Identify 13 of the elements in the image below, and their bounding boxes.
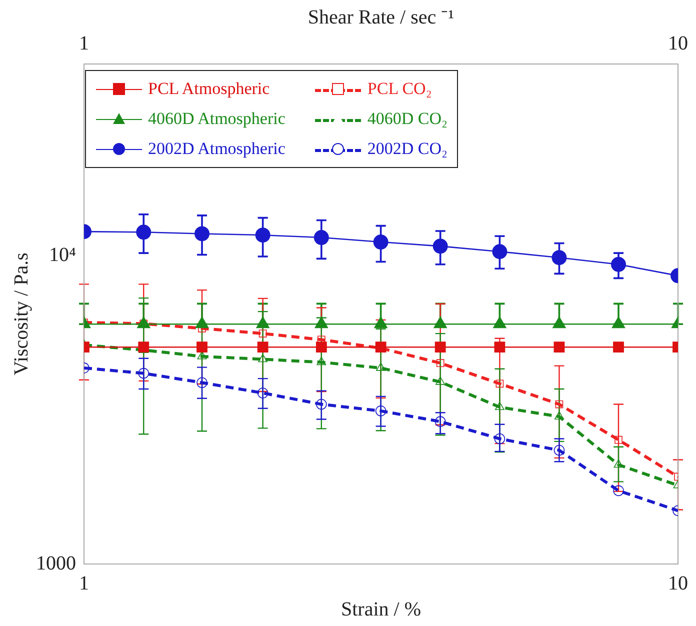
legend-label: 2002D Atmospheric [148,139,286,159]
x2-axis-title: Shear Rate / sec ⁻¹ [308,6,454,28]
legend-label: PCL Atmospheric [148,79,270,99]
y-axis-title: Viscosity / Pa.s [10,252,32,376]
legend-label: PCL CO₂ [367,79,432,99]
x-axis-title: Strain / % [341,598,421,620]
y-tick-label: 10⁴ [49,244,76,266]
x2-tick-label: 1 [79,572,89,594]
x2-tick-label: 10 [668,572,688,594]
legend-label: 2002D CO₂ [367,139,448,159]
legend-label: 4060D Atmospheric [148,109,286,129]
legend-label: 4060D CO₂ [367,109,448,129]
y-tick-label: 1000 [36,552,76,574]
